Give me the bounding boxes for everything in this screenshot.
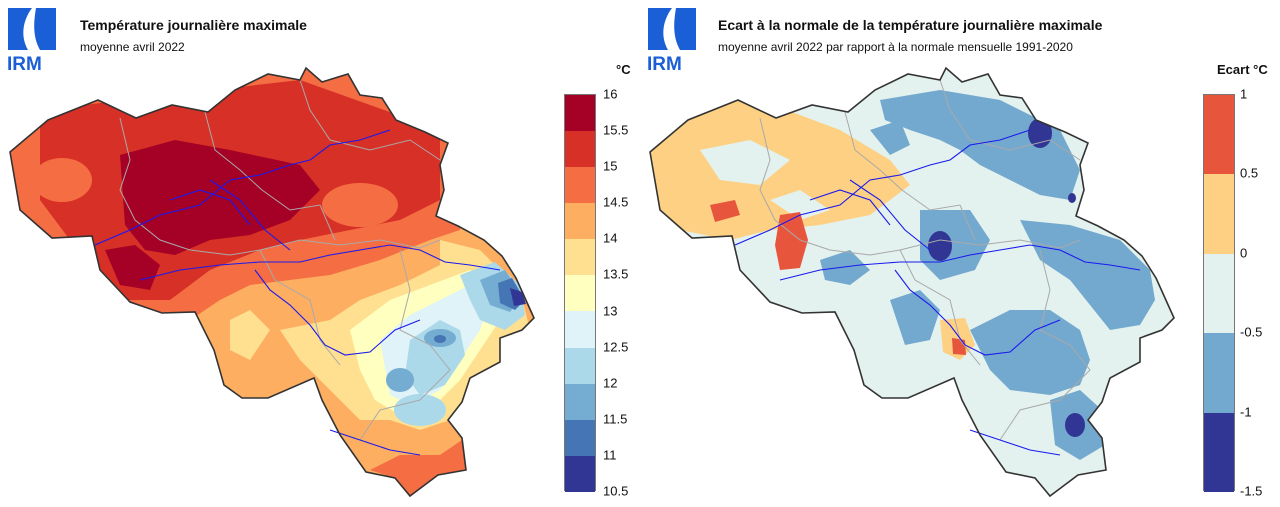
legend-swatch bbox=[565, 203, 595, 240]
map-subtitle: moyenne avril 2022 bbox=[80, 40, 185, 54]
svg-text:IRM: IRM bbox=[7, 54, 42, 72]
legend-swatch bbox=[565, 455, 595, 492]
color-legend bbox=[564, 94, 596, 492]
legend-swatch bbox=[565, 311, 595, 348]
rivers bbox=[94, 129, 501, 456]
map-subtitle: moyenne avril 2022 par rapport à la norm… bbox=[718, 40, 1073, 54]
legend-tick-label: 11 bbox=[603, 447, 617, 463]
temperature-field bbox=[10, 68, 534, 496]
legend-swatch bbox=[565, 95, 595, 132]
legend-swatch bbox=[565, 347, 595, 384]
belgium-temperature-map bbox=[9, 67, 535, 497]
legend-swatch bbox=[1204, 174, 1234, 254]
legend-swatch bbox=[1204, 333, 1234, 413]
legend-tick-label: 13.5 bbox=[603, 266, 629, 282]
legend-tick-label: -0.5 bbox=[1240, 324, 1263, 340]
legend-swatch bbox=[1204, 253, 1234, 334]
svg-text:IRM: IRM bbox=[647, 54, 682, 72]
legend-swatch bbox=[565, 383, 595, 420]
legend-swatch bbox=[1204, 412, 1234, 492]
legend-tick-label: 12 bbox=[603, 375, 618, 391]
legend-tick-label: -1.5 bbox=[1240, 483, 1263, 499]
legend-swatch bbox=[1204, 95, 1234, 175]
legend-tick-label: 12.5 bbox=[603, 339, 629, 355]
legend-swatch bbox=[565, 419, 595, 456]
irm-logo: IRM bbox=[646, 6, 698, 75]
anomaly-field bbox=[650, 68, 1174, 496]
legend-swatch bbox=[565, 167, 595, 204]
map-title: Ecart à la normale de la température jou… bbox=[718, 17, 1103, 33]
irm-logo-icon: IRM bbox=[7, 8, 56, 75]
panel-max-temperature: IRM Température journalière maximale moy… bbox=[6, 6, 631, 499]
panel-temperature-anomaly: IRM Ecart à la normale de la température… bbox=[640, 0, 1280, 507]
legend-swatch bbox=[565, 239, 595, 276]
irm-logo-icon: IRM bbox=[647, 8, 696, 75]
legend-tick-label: 14 bbox=[603, 230, 618, 246]
legend-tick-label: 14.5 bbox=[603, 194, 629, 210]
legend-tick-label: 11.5 bbox=[603, 411, 628, 427]
province-boundaries bbox=[759, 79, 1091, 441]
legend-tick-label: 0 bbox=[1240, 245, 1248, 261]
legend-tick-label: 16 bbox=[603, 86, 618, 102]
legend-tick-label: 13 bbox=[603, 303, 618, 319]
belgium-anomaly-map bbox=[649, 67, 1175, 497]
color-legend bbox=[1203, 94, 1235, 492]
legend-unit: Ecart °C bbox=[1217, 62, 1268, 77]
legend-tick-label: 1 bbox=[1240, 86, 1248, 102]
legend-swatch bbox=[565, 275, 595, 312]
province-boundaries bbox=[119, 79, 451, 441]
rivers bbox=[734, 129, 1141, 456]
map-title: Température journalière maximale bbox=[80, 17, 307, 33]
legend-tick-label: 10.5 bbox=[603, 483, 629, 499]
legend-tick-label: 15.5 bbox=[603, 122, 629, 138]
irm-logo: IRM bbox=[6, 6, 58, 75]
legend-tick-label: 0.5 bbox=[1240, 165, 1259, 181]
legend-unit: °C bbox=[616, 62, 631, 77]
legend-tick-label: -1 bbox=[1240, 404, 1252, 420]
legend-swatch bbox=[565, 131, 595, 168]
legend-tick-label: 15 bbox=[603, 158, 618, 174]
